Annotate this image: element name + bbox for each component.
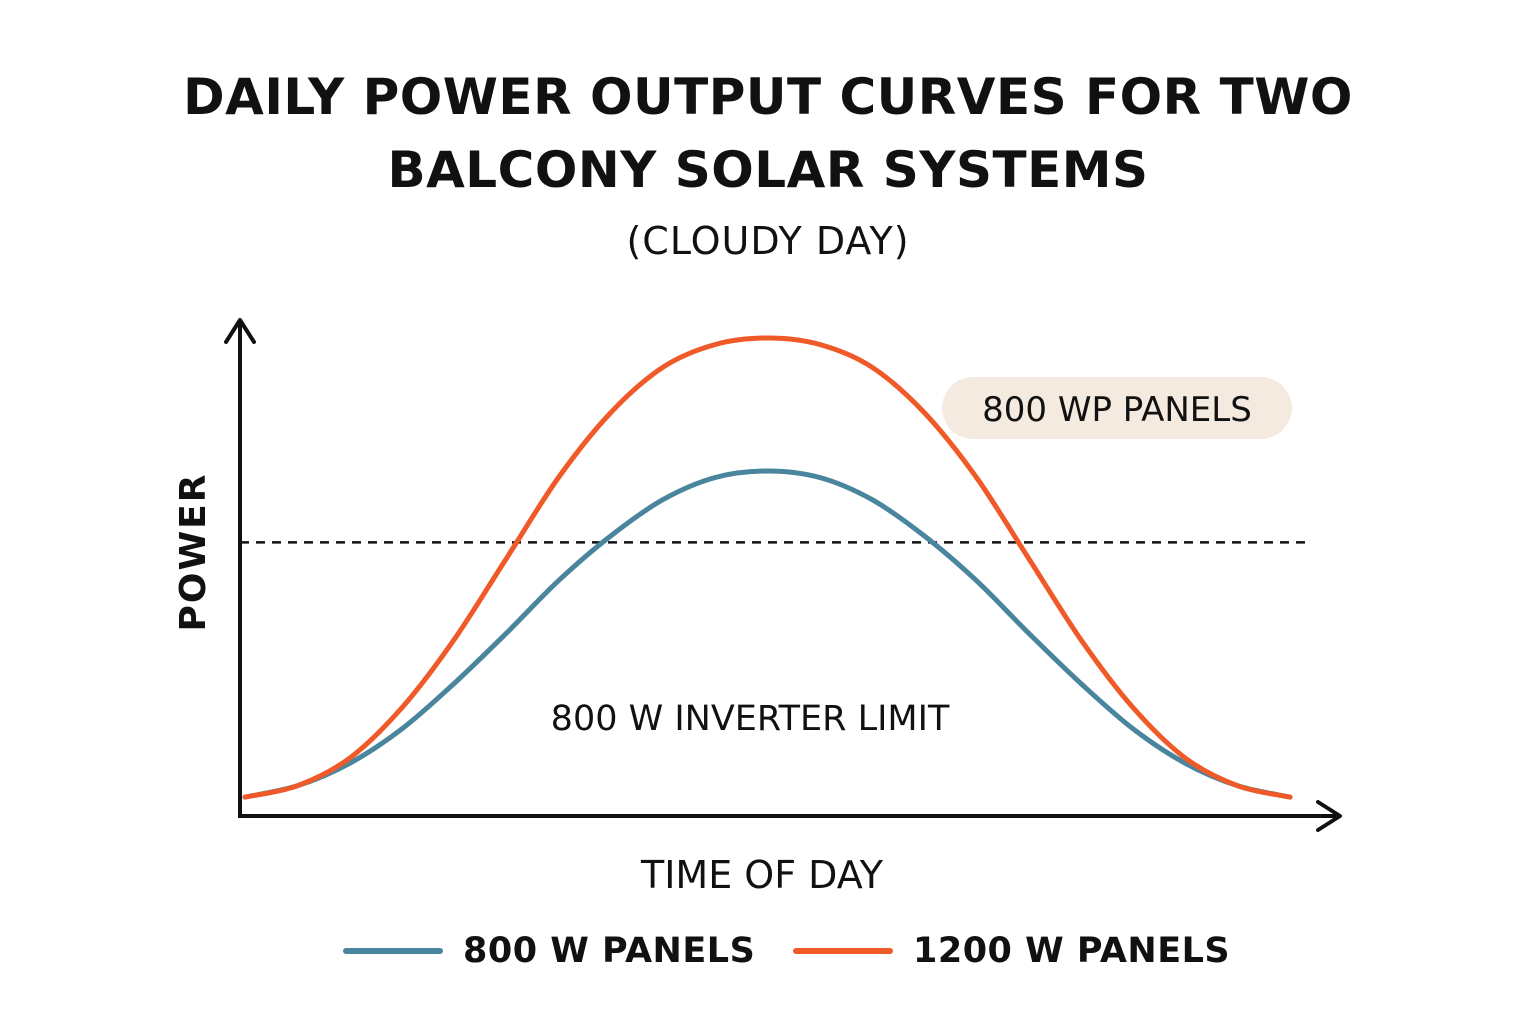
- legend: 800 W PANELS 1200 W PANELS: [0, 928, 1536, 974]
- chart-title-line-2: BALCONY SOLAR SYSTEMS: [387, 141, 1149, 199]
- inverter-limit-label: 800 W INVERTER LIMIT: [551, 699, 950, 739]
- series-line-1200w-panels: [242, 335, 1293, 800]
- chart-title-line-1: DAILY POWER OUTPUT CURVES FOR TWO: [183, 68, 1353, 126]
- annotation-text: 800 WP PANELS: [982, 390, 1252, 430]
- chart-subtitle: (CLOUDY DAY): [626, 219, 910, 263]
- legend-label-800w: 800 W PANELS: [463, 931, 756, 971]
- y-axis-arrow-icon: [224, 318, 256, 344]
- x-axis-label: TIME OF DAY: [640, 853, 884, 897]
- annotation-pill: [942, 377, 1292, 439]
- legend-swatch-1200w: [793, 948, 893, 954]
- series-line-800w-panels: [242, 468, 1293, 800]
- legend-swatch-800w: [343, 948, 443, 954]
- legend-item-800w: 800 W PANELS: [343, 928, 755, 974]
- y-axis-label: POWER: [173, 472, 214, 631]
- legend-label-1200w: 1200 W PANELS: [913, 931, 1231, 971]
- legend-item-1200w: 1200 W PANELS: [793, 928, 1230, 974]
- x-axis-arrow-icon: [1316, 800, 1342, 832]
